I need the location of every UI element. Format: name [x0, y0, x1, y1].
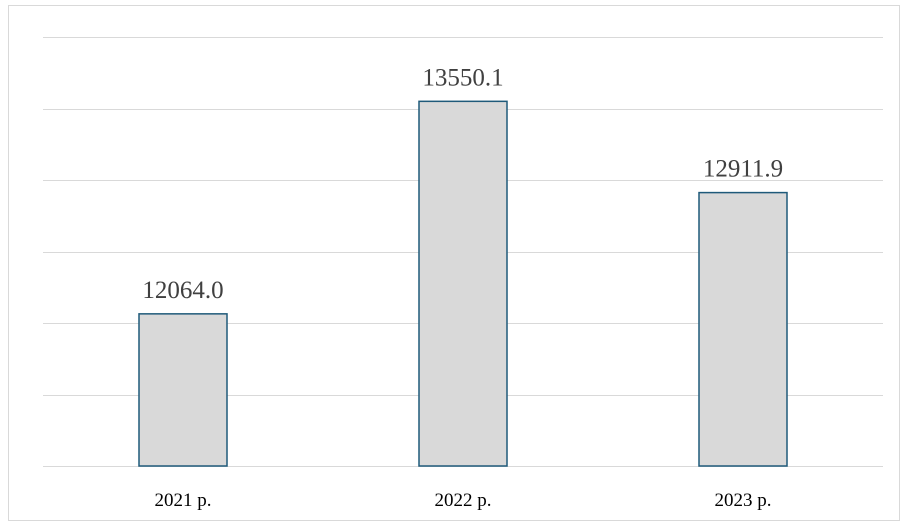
x-axis-tick-labels: 2021 р. 2022 р. 2023 р.: [155, 490, 772, 511]
x-tick-label: 2022 р.: [435, 490, 492, 511]
bars: [138, 100, 788, 467]
data-label: 12911.9: [703, 156, 783, 183]
x-tick-label: 2023 р.: [715, 490, 772, 511]
data-label: 12064.0: [142, 277, 223, 304]
data-labels: 12064.0 13550.1 12911.9: [142, 64, 783, 304]
bar: [418, 100, 508, 467]
bar: [138, 313, 228, 467]
x-tick-label: 2021 р.: [155, 490, 212, 511]
data-label: 13550.1: [422, 64, 503, 91]
bar: [698, 191, 788, 467]
